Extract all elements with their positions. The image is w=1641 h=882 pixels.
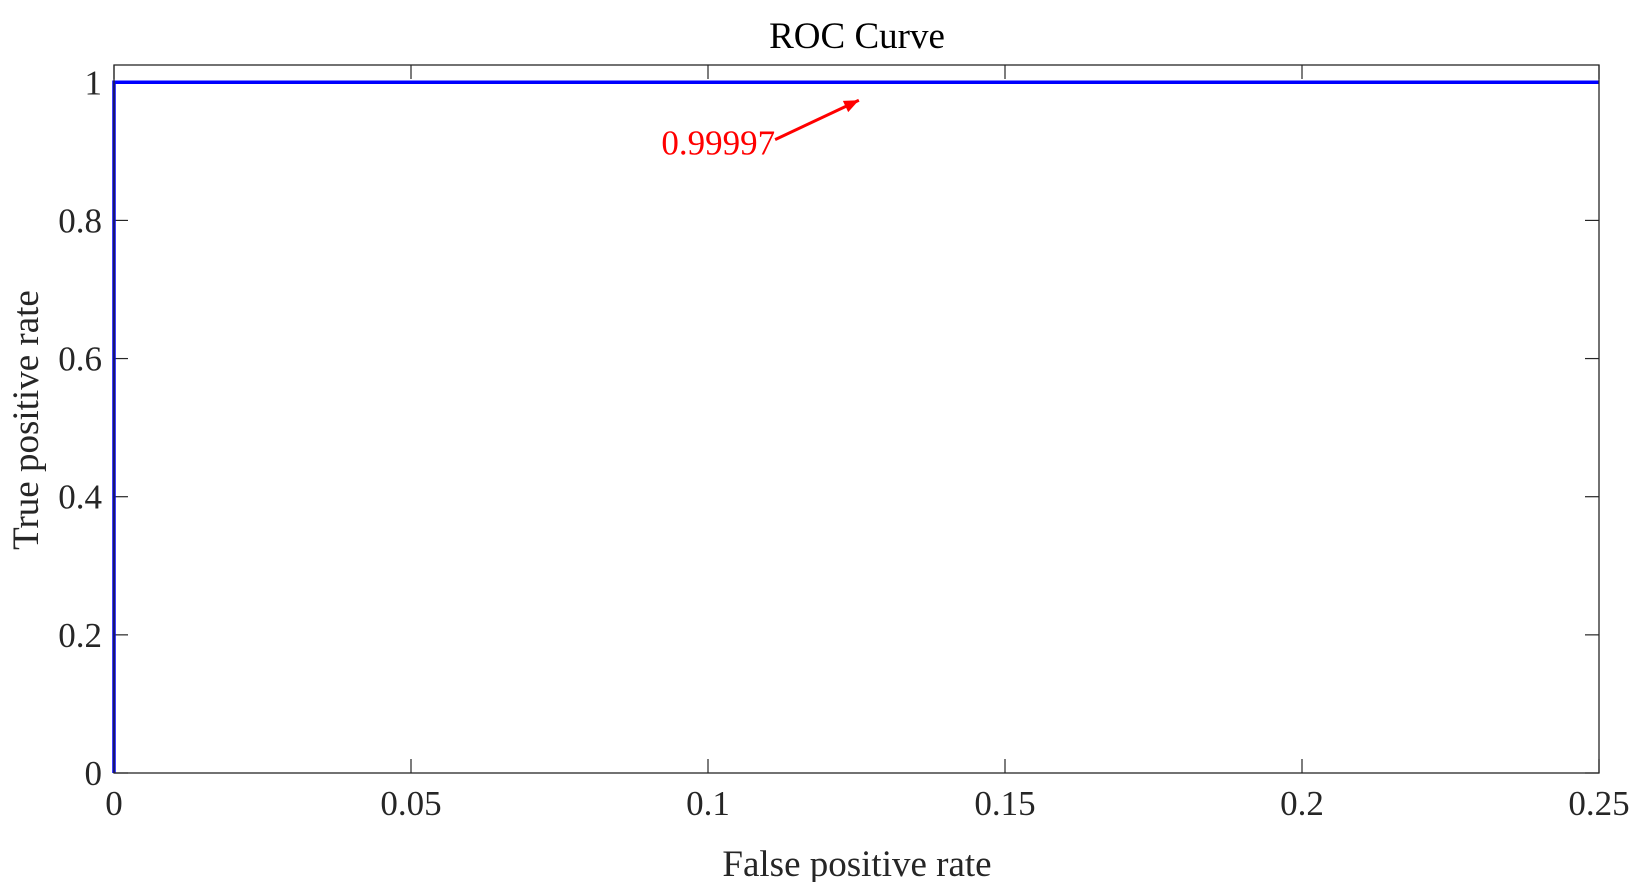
y-axis-label: True positive rate <box>6 290 47 550</box>
annotation-arrow <box>774 98 860 141</box>
x-tick-label: 0 <box>105 784 123 823</box>
x-tick-label: 0.25 <box>1568 784 1629 823</box>
x-tick-label: 0.1 <box>686 784 730 823</box>
y-tick-label: 0.6 <box>58 340 102 379</box>
plot-frame <box>113 64 1600 774</box>
y-tick-label: 0.4 <box>58 478 102 517</box>
x-axis-label: False positive rate <box>722 844 991 882</box>
x-tick-label: 0.2 <box>1280 784 1324 823</box>
y-tick-label: 1 <box>85 63 103 102</box>
y-tick-label: 0.2 <box>58 616 102 655</box>
x-tick-label: 0.15 <box>974 784 1035 823</box>
arrowhead-icon <box>842 100 859 113</box>
x-tick-label: 0.05 <box>380 784 441 823</box>
y-tick-label: 0.8 <box>58 201 102 240</box>
roc-curve-line <box>112 80 1599 773</box>
annotation-label: 0.99997 <box>661 124 775 163</box>
chart-title: ROC Curve <box>769 16 945 57</box>
y-tick-label: 0 <box>85 754 103 793</box>
